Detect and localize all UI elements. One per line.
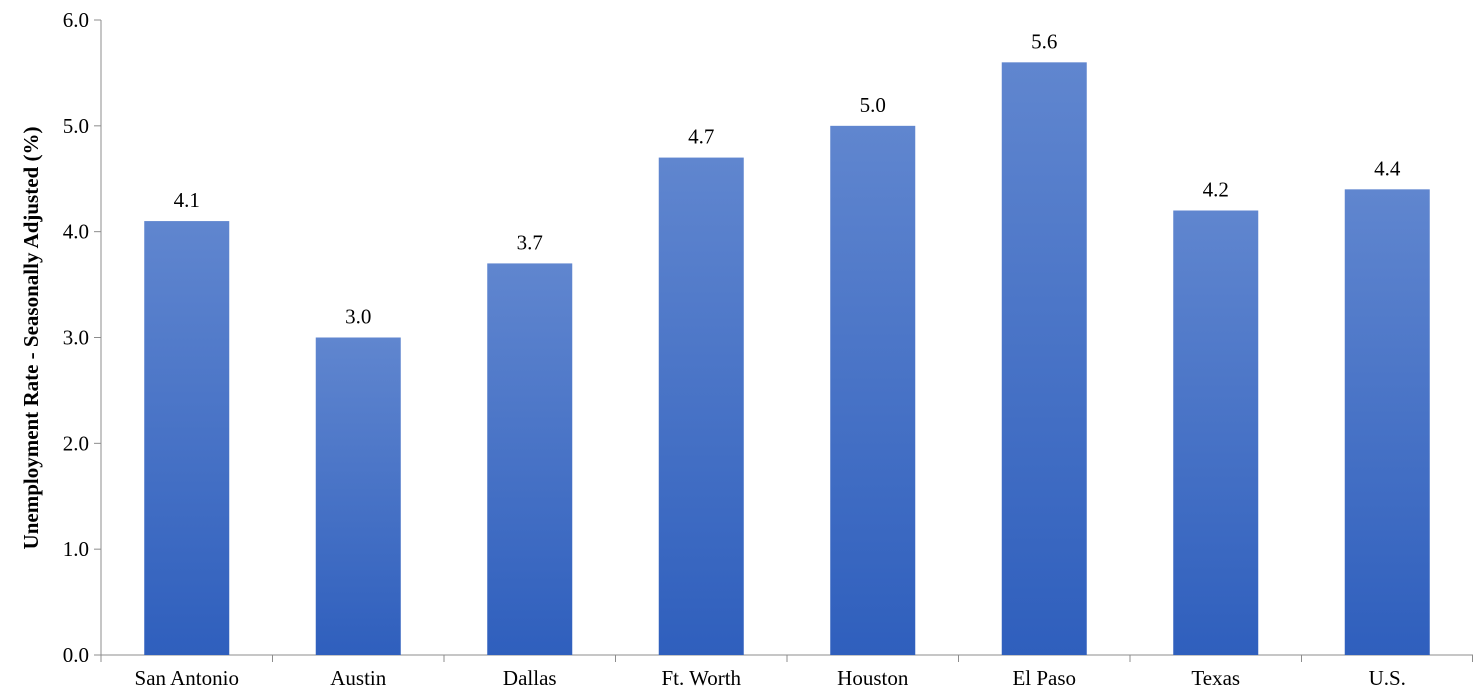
bar	[144, 221, 230, 656]
data-label: 3.0	[345, 305, 371, 329]
data-label: 3.7	[517, 230, 543, 254]
y-tick-label: 4.0	[63, 220, 89, 244]
bar	[658, 157, 744, 656]
y-tick-label: 6.0	[63, 8, 89, 32]
data-labels: 4.1 3.0 3.7 4.7 5.0 5.6 4.2 4.4	[174, 29, 1401, 328]
y-tick-label: 0.0	[63, 643, 89, 667]
category-label: San Antonio	[135, 666, 239, 690]
y-tick-label: 1.0	[63, 537, 89, 561]
bar	[830, 125, 916, 656]
data-label: 4.7	[688, 125, 714, 149]
category-label: Texas	[1191, 666, 1240, 690]
bars	[144, 62, 1430, 656]
bar	[315, 337, 401, 655]
y-axis: 0.0 1.0 2.0 3.0 4.0 5.0 6.0	[63, 8, 102, 667]
data-label: 5.0	[860, 93, 886, 117]
category-label: Dallas	[503, 666, 557, 690]
data-label: 4.2	[1203, 178, 1229, 202]
category-label: Houston	[837, 666, 909, 690]
category-label: Ft. Worth	[661, 666, 741, 690]
y-axis-title: Unemployment Rate - Seasonally Adjusted …	[19, 127, 43, 550]
bar	[1001, 62, 1087, 656]
y-tick-label: 3.0	[63, 326, 89, 350]
category-label: Austin	[330, 666, 387, 690]
category-label: El Paso	[1012, 666, 1076, 690]
y-tick-label: 5.0	[63, 114, 89, 138]
y-tick-label: 2.0	[63, 431, 89, 455]
bar	[487, 263, 573, 655]
data-label: 4.1	[174, 188, 200, 212]
data-label: 4.4	[1374, 156, 1401, 180]
bar	[1344, 189, 1430, 656]
x-axis	[100, 654, 1473, 662]
category-label: U.S.	[1369, 666, 1406, 690]
bar	[1173, 210, 1259, 655]
data-label: 5.6	[1031, 29, 1057, 53]
category-labels: San Antonio Austin Dallas Ft. Worth Houston E…	[135, 666, 1406, 690]
